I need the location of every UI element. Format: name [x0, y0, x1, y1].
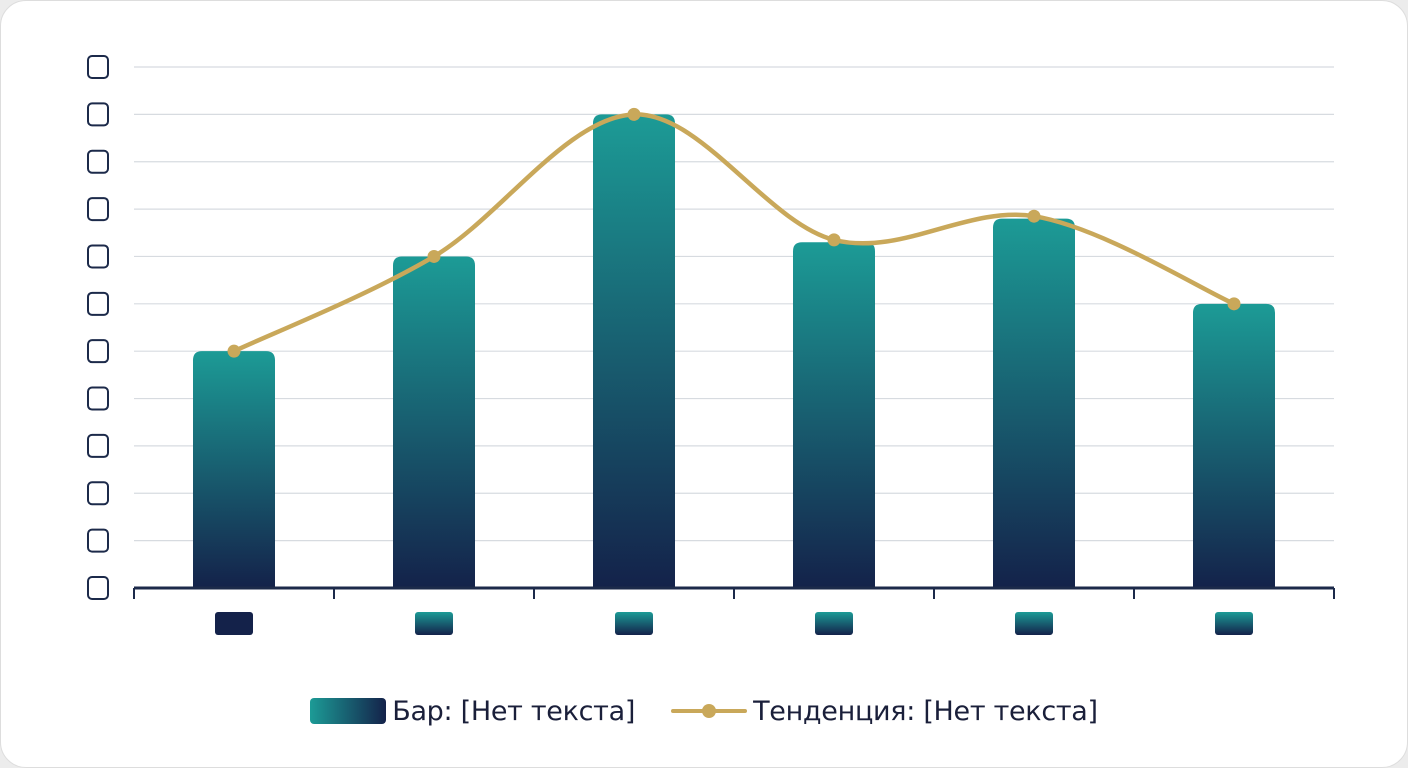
trend-point [227, 344, 241, 358]
bar [193, 351, 275, 588]
y-tick-label-box [87, 576, 109, 600]
x-tick-labels [215, 612, 1253, 635]
bar [393, 256, 475, 588]
x-tick-label-box [415, 612, 453, 635]
y-tick-label-box [87, 291, 109, 316]
bar [1193, 303, 1275, 588]
y-tick-label-box [87, 481, 109, 506]
y-tick-label-box [87, 197, 109, 222]
bar-series [193, 114, 1275, 588]
x-tick-label-box [1015, 612, 1053, 635]
legend-label-bar: Бар: [Нет текста] [392, 695, 636, 727]
bar [793, 242, 875, 588]
y-tick-label-box [87, 433, 109, 458]
bar [593, 114, 675, 588]
x-tick-label-box [815, 612, 853, 635]
y-tick-label-box [87, 339, 109, 364]
gridlines [134, 66, 1334, 542]
legend-label-trend: Тенденция: [Нет текста] [753, 695, 1098, 727]
x-tick-label-box [615, 612, 653, 635]
legend-swatch-trend [671, 701, 748, 721]
trend-series [227, 107, 1241, 358]
y-tick-label-box [87, 55, 109, 79]
trend-point [427, 249, 441, 263]
trend-point [1027, 209, 1041, 223]
trend-point [1227, 297, 1241, 311]
combo-chart [87, 55, 1335, 635]
trend-point [827, 233, 841, 247]
y-tick-label-box [87, 528, 109, 553]
trend-point [627, 107, 641, 121]
y-tick-label-box [87, 244, 109, 269]
trend-line [231, 112, 1237, 354]
y-tick-labels [87, 55, 109, 600]
legend-item-trend: Тенденция: [Нет текста] [671, 696, 1098, 727]
y-tick-label-box [87, 102, 109, 127]
bar [993, 218, 1075, 588]
x-tick-label-box [1215, 612, 1253, 635]
legend-item-bar: Бар: [Нет текста] [310, 696, 635, 727]
y-tick-label-box [87, 149, 109, 174]
x-tick-label-box [215, 612, 253, 635]
x-axis [133, 586, 1335, 599]
y-tick-label-box [87, 386, 109, 411]
legend: Бар: [Нет текста] Тенденция: [Нет текста… [1, 687, 1407, 735]
legend-swatch-bar [310, 698, 387, 724]
